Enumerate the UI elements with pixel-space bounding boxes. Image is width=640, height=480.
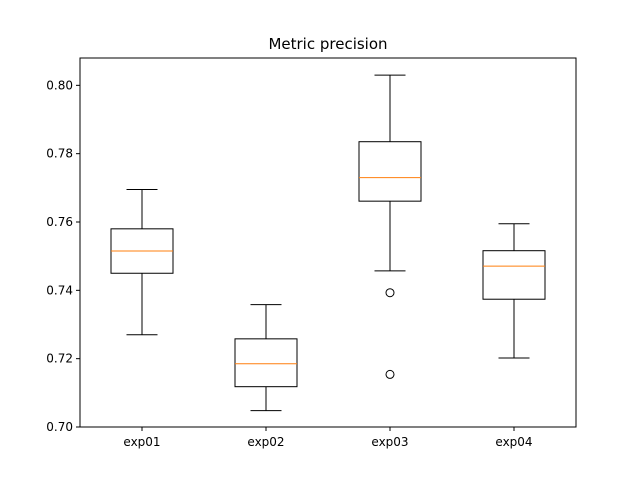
y-tick-label: 0.74	[46, 283, 73, 297]
box-exp02	[234, 304, 298, 412]
plot-marks	[110, 74, 546, 412]
outlier-point	[385, 369, 395, 379]
y-tick-label: 0.80	[46, 78, 73, 92]
y-tick-label: 0.70	[46, 420, 73, 434]
box-iqr	[358, 141, 422, 202]
box-iqr	[482, 250, 546, 300]
x-tick-label: exp01	[123, 435, 160, 449]
chart-title: Metric precision	[268, 35, 387, 53]
x-axis: exp01 exp02 exp03 exp04	[123, 427, 533, 449]
box-iqr	[234, 338, 298, 388]
y-tick-label: 0.72	[46, 352, 73, 366]
box-exp03	[358, 74, 422, 379]
plot-frame	[79, 57, 577, 428]
y-tick-label: 0.76	[46, 215, 73, 229]
x-tick-label: exp03	[371, 435, 408, 449]
x-tick-label: exp02	[247, 435, 284, 449]
box-exp01	[110, 189, 174, 336]
x-tick-label: exp04	[495, 435, 532, 449]
y-axis: 0.70 0.72 0.74 0.76 0.78 0.80	[46, 78, 80, 434]
outlier-point	[385, 288, 395, 298]
y-tick-label: 0.78	[46, 147, 73, 161]
box-exp04	[482, 223, 546, 359]
